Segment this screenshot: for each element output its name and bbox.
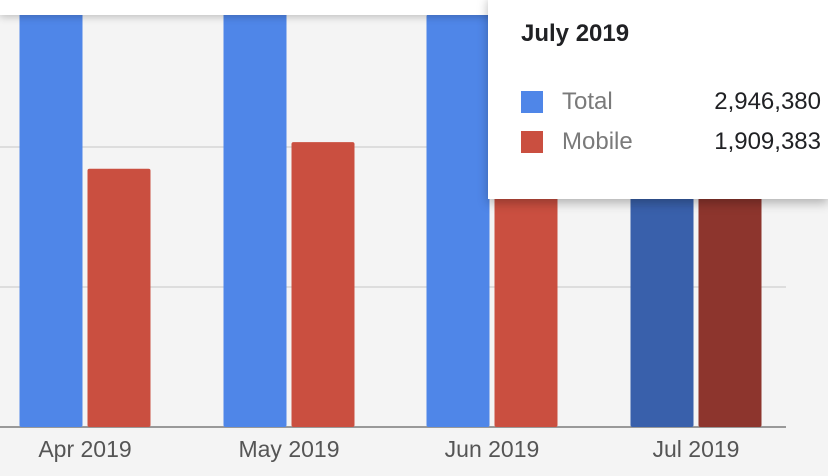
x-tick-label: Jul 2019: [653, 436, 740, 462]
tooltip-title: July 2019: [521, 20, 630, 47]
chart-tooltip: July 2019 Total 2,946,380 Mobile 1,909,3…: [488, 0, 828, 199]
top-panel-edge: [0, 0, 500, 15]
x-tick-label: May 2019: [238, 436, 339, 462]
bar-total-may-2019[interactable]: [223, 0, 287, 427]
tooltip-total-label: Total: [562, 88, 613, 115]
x-tick-label: Apr 2019: [38, 436, 131, 462]
mobile-swatch-icon: [521, 131, 543, 153]
tooltip-mobile-row: Mobile 1,909,383: [521, 126, 821, 158]
bar-mobile-jul-2019[interactable]: [698, 159, 762, 427]
tooltip-total-row: Total 2,946,380: [521, 86, 821, 118]
bar-mobile-apr-2019[interactable]: [87, 168, 151, 427]
tooltip-mobile-value: 1,909,383: [714, 128, 821, 155]
tooltip-mobile-label: Mobile: [562, 128, 633, 155]
bar-mobile-may-2019[interactable]: [291, 142, 355, 427]
x-tick-label: Jun 2019: [445, 436, 540, 462]
total-swatch-icon: [521, 91, 543, 113]
bar-total-apr-2019[interactable]: [19, 11, 83, 428]
bar-mobile-jun-2019[interactable]: [494, 164, 558, 427]
bar-total-jun-2019[interactable]: [426, 14, 490, 428]
tooltip-total-value: 2,946,380: [714, 88, 821, 115]
